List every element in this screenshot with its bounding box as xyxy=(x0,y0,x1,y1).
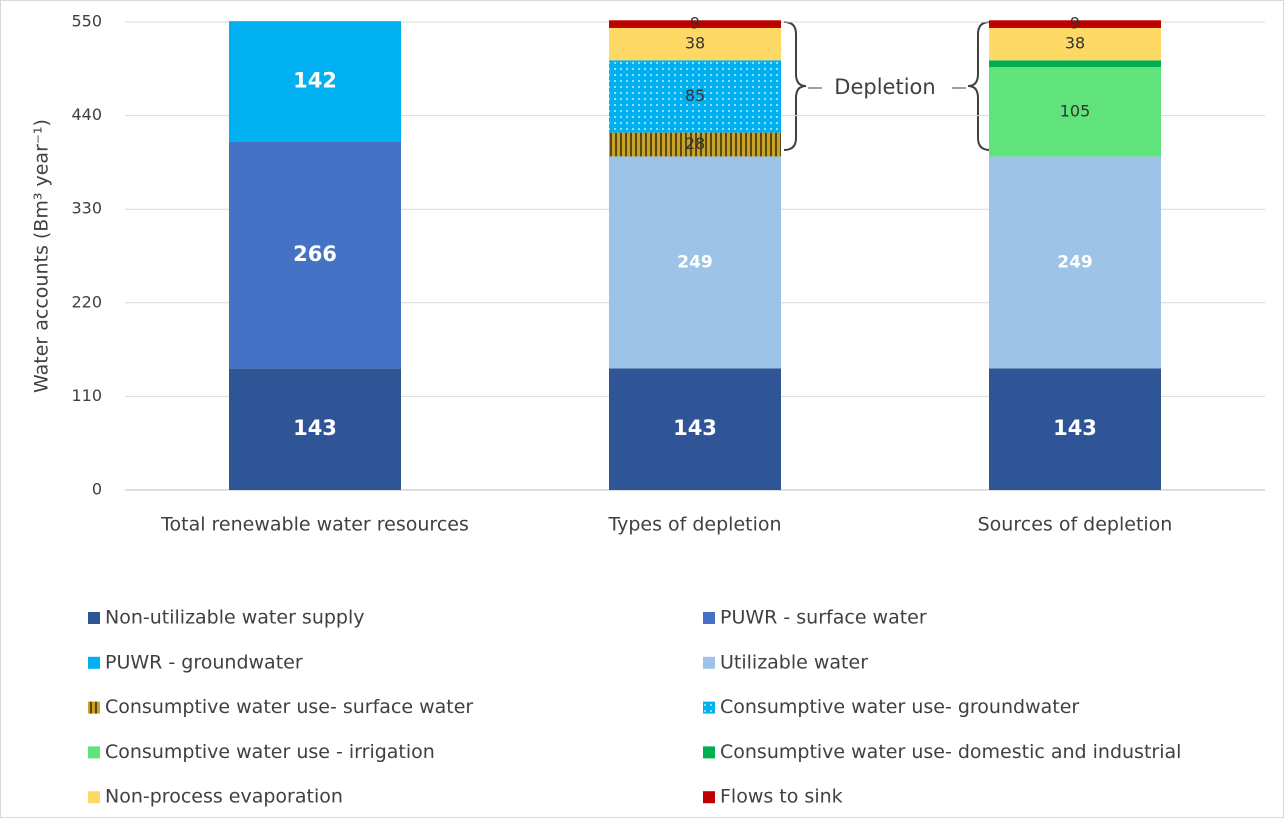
brace xyxy=(967,21,991,151)
data-label: 143 xyxy=(1053,416,1097,440)
bar-segment xyxy=(229,21,401,142)
bar-segment xyxy=(989,60,1161,68)
bar-segment xyxy=(229,368,401,490)
legend-swatch xyxy=(703,656,715,669)
data-label: 143 xyxy=(673,416,717,440)
y-tick-label: 330 xyxy=(71,199,102,218)
legend-swatch xyxy=(703,791,715,804)
data-label: 85 xyxy=(685,86,705,105)
y-tick-label: 110 xyxy=(71,386,102,405)
legend-swatch xyxy=(88,746,100,759)
y-tick-label: 0 xyxy=(92,480,102,499)
data-label: 28 xyxy=(685,134,705,153)
bar-segment xyxy=(989,156,1161,369)
data-label: 142 xyxy=(293,69,337,93)
legend-label: PUWR - groundwater xyxy=(105,651,303,673)
y-axis-label: Water accounts (Bm³ year⁻¹) xyxy=(31,119,53,393)
bar-segment xyxy=(989,20,1161,28)
data-label: 249 xyxy=(677,252,713,272)
x-tick-label: Types of depletion xyxy=(607,514,781,536)
x-tick-label: Sources of depletion xyxy=(978,514,1173,536)
bar-segment xyxy=(989,67,1161,157)
data-label: 249 xyxy=(1057,252,1093,272)
legend-label: Non-utilizable water supply xyxy=(105,607,365,629)
bar-segment xyxy=(609,20,781,28)
legend-label: PUWR - surface water xyxy=(720,607,927,629)
bar-segment xyxy=(609,27,781,61)
bar-segment xyxy=(609,132,781,157)
legend-swatch xyxy=(88,612,100,624)
legend-label: Consumptive water use- domestic and indu… xyxy=(720,741,1181,763)
bar-segment xyxy=(989,27,1161,61)
legend-label: Flows to sink xyxy=(720,786,843,808)
legend-swatch xyxy=(88,656,100,669)
data-label: 9 xyxy=(1070,14,1080,33)
legend-label: Consumptive water use- groundwater xyxy=(720,696,1079,718)
brace xyxy=(783,21,807,151)
bar-segment xyxy=(609,60,781,133)
legend-label: Consumptive water use- surface water xyxy=(105,696,473,718)
x-tick-label: Total renewable water resources xyxy=(160,514,469,536)
y-tick-label: 550 xyxy=(71,12,102,31)
legend-swatch xyxy=(703,746,715,759)
bar-segment xyxy=(229,141,401,369)
legend-swatch xyxy=(88,701,100,714)
data-label: 266 xyxy=(293,242,337,266)
legend-label: Utilizable water xyxy=(720,651,868,673)
data-label: 38 xyxy=(1065,34,1085,53)
bar-segment xyxy=(989,368,1161,490)
data-label: 105 xyxy=(1060,101,1091,120)
legend-swatch xyxy=(703,612,715,624)
annotation: Depletion xyxy=(834,75,935,99)
legend-swatch xyxy=(703,701,715,714)
legend-label: Consumptive water use - irrigation xyxy=(105,741,435,763)
legend-label: Non-process evaporation xyxy=(105,786,343,808)
data-label: 9 xyxy=(690,14,700,33)
bar-segment xyxy=(609,156,781,369)
legend-swatch xyxy=(88,791,100,804)
bar-segment xyxy=(609,368,781,490)
y-tick-label: 440 xyxy=(71,105,102,124)
data-label: 38 xyxy=(685,34,705,53)
data-label: 143 xyxy=(293,416,337,440)
y-tick-label: 220 xyxy=(71,292,102,311)
